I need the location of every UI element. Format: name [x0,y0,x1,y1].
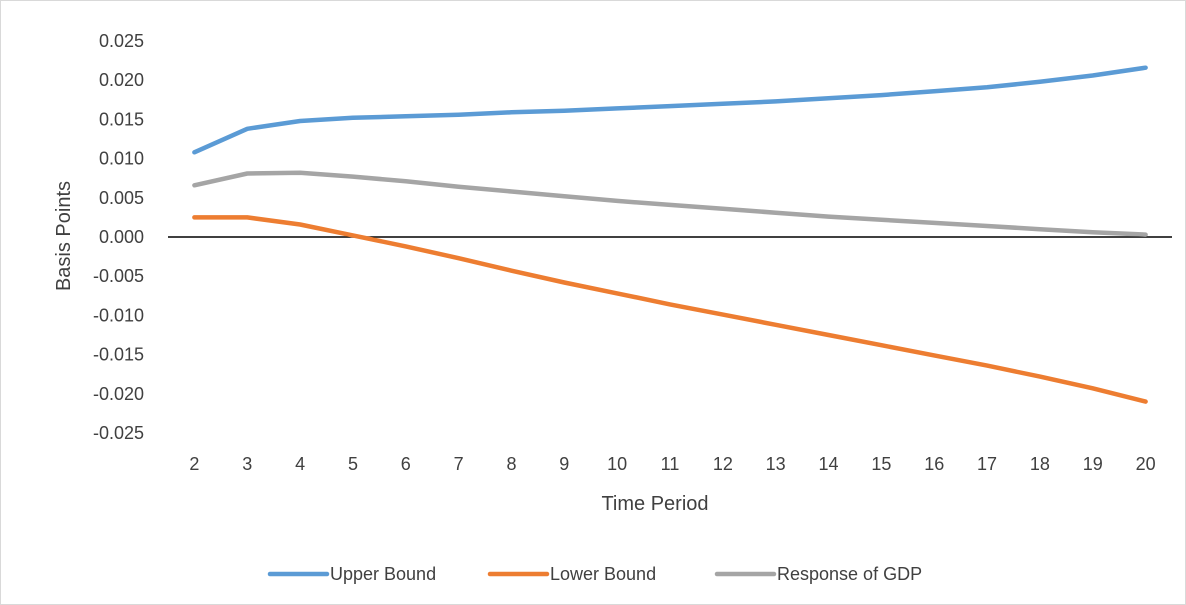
x-tick-label: 15 [871,454,891,474]
y-tick-label: 0.000 [99,227,144,247]
x-tick-label: 10 [607,454,627,474]
legend-label: Response of GDP [777,564,922,584]
x-tick-label: 5 [348,454,358,474]
x-tick-label: 18 [1030,454,1050,474]
x-tick-label: 12 [713,454,733,474]
x-tick-label: 20 [1136,454,1156,474]
y-tick-label: 0.020 [99,70,144,90]
y-tick-label: -0.010 [93,305,144,325]
x-tick-label: 13 [766,454,786,474]
y-tick-label: -0.015 [93,345,144,365]
x-tick-label: 4 [295,454,305,474]
legend: Upper Bound Lower Bound Response of GDP [267,564,922,584]
x-tick-label: 7 [454,454,464,474]
x-axis-title: Time Period [601,493,708,515]
x-axis-ticks: 2 3 4 5 6 7 8 9 10 11 12 13 14 15 16 17 18 19 20 [189,454,1155,474]
legend-label: Upper Bound [330,564,436,584]
x-tick-label: 16 [924,454,944,474]
x-tick-label: 14 [819,454,839,474]
series-line-lower-bound [192,215,1148,404]
y-tick-label: -0.005 [93,266,144,286]
x-tick-label: 19 [1083,454,1103,474]
series-lines [192,65,1148,404]
x-tick-label: 9 [559,454,569,474]
x-tick-label: 6 [401,454,411,474]
y-axis-ticks: 0.025 0.020 0.015 0.010 0.005 0.000 -0.005 -0.0… [93,31,144,443]
y-tick-label: -0.025 [93,423,144,443]
series-line-response-of-gdp [192,170,1148,237]
legend-label: Lower Bound [550,564,656,584]
x-tick-label: 11 [661,454,680,474]
series-line-upper-bound [192,65,1148,155]
y-tick-label: -0.020 [93,384,144,404]
y-tick-label: 0.025 [99,31,144,51]
x-tick-label: 8 [506,454,516,474]
x-tick-label: 3 [242,454,252,474]
y-tick-label: 0.005 [99,188,144,208]
x-tick-label: 17 [977,454,997,474]
y-tick-label: 0.015 [99,109,144,129]
y-axis-title: Basis Points [53,181,75,291]
x-tick-label: 2 [189,454,199,474]
y-tick-label: 0.010 [99,149,144,169]
